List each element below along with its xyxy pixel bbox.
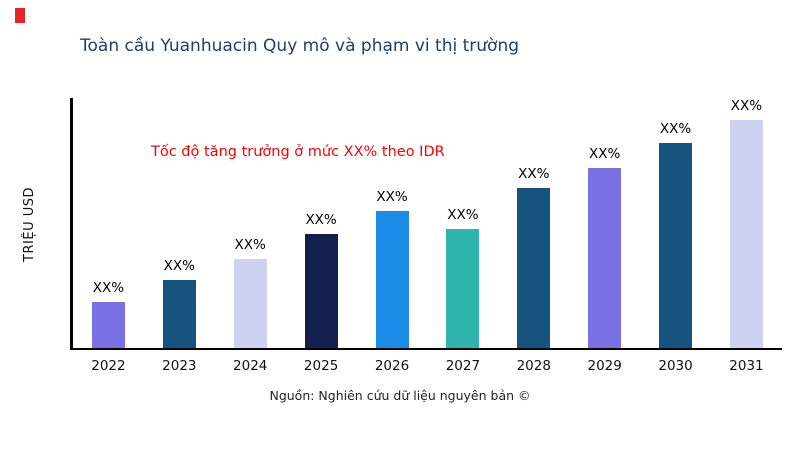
brand-mark bbox=[15, 8, 25, 23]
x-tick-label: 2025 bbox=[303, 358, 339, 374]
chart-title: Toàn cầu Yuanhuacin Quy mô và phạm vi th… bbox=[80, 36, 520, 56]
bar-slot: XX% 2029 bbox=[570, 146, 640, 374]
bar-value-label: XX% bbox=[234, 237, 266, 253]
bar-slot: XX% 2023 bbox=[144, 258, 214, 374]
bar-slot: XX% 2025 bbox=[286, 212, 356, 374]
bar-2030 bbox=[659, 143, 693, 348]
x-tick-label: 2026 bbox=[374, 358, 410, 374]
bar-value-label: XX% bbox=[447, 207, 479, 223]
bar-value-label: XX% bbox=[730, 98, 763, 114]
bar-slot: XX% 2031 bbox=[711, 98, 781, 374]
bar-slot: XX% 2022 bbox=[73, 280, 143, 374]
bars-container: XX% 2022 XX% 2023 XX% 2024 XX% 2025 XX% 2026 XX% 20… bbox=[73, 98, 782, 374]
bar-slot: XX% 2027 bbox=[428, 207, 498, 374]
bar-value-label: XX% bbox=[589, 146, 621, 162]
bar-value-label: XX% bbox=[92, 280, 125, 296]
bar-value-label: XX% bbox=[376, 189, 408, 205]
bar-slot: XX% 2030 bbox=[641, 121, 711, 374]
x-tick-label: 2027 bbox=[445, 358, 481, 374]
bar-2026 bbox=[375, 211, 409, 348]
y-axis-label-text: TRIỆU USD bbox=[22, 186, 37, 262]
bar-2031 bbox=[729, 120, 763, 348]
bar-value-label: XX% bbox=[659, 121, 692, 137]
bar-2023 bbox=[162, 280, 196, 348]
bar-2025 bbox=[304, 234, 338, 348]
bar-slot: XX% 2028 bbox=[499, 166, 569, 374]
bar-2022 bbox=[91, 302, 125, 348]
bar-2028 bbox=[517, 188, 551, 348]
x-tick-label: 2028 bbox=[516, 358, 551, 374]
plot-area: Tốc độ tăng trưởng ở mức XX% theo IDR XX… bbox=[70, 98, 782, 374]
x-tick-label: 2029 bbox=[587, 358, 622, 374]
bar-2029 bbox=[588, 168, 622, 348]
x-tick-label: 2031 bbox=[729, 358, 764, 374]
bar-slot: XX% 2026 bbox=[357, 189, 427, 374]
bar-value-label: XX% bbox=[305, 212, 337, 228]
growth-annotation: Tốc độ tăng trưởng ở mức XX% theo IDR bbox=[151, 144, 445, 160]
bar-value-label: XX% bbox=[163, 258, 195, 274]
x-tick-label: 2024 bbox=[233, 358, 268, 374]
x-tick-label: 2023 bbox=[162, 358, 197, 374]
bar-2027 bbox=[446, 229, 480, 348]
bar-2024 bbox=[233, 259, 267, 348]
x-tick-label: 2022 bbox=[91, 358, 126, 374]
x-tick-label: 2030 bbox=[658, 358, 693, 374]
bar-value-label: XX% bbox=[518, 166, 550, 182]
bar-slot: XX% 2024 bbox=[215, 237, 285, 374]
y-axis-label: TRIỆU USD bbox=[22, 98, 37, 350]
source-note: Nguồn: Nghiên cứu dữ liệu nguyên bản © bbox=[269, 388, 531, 403]
